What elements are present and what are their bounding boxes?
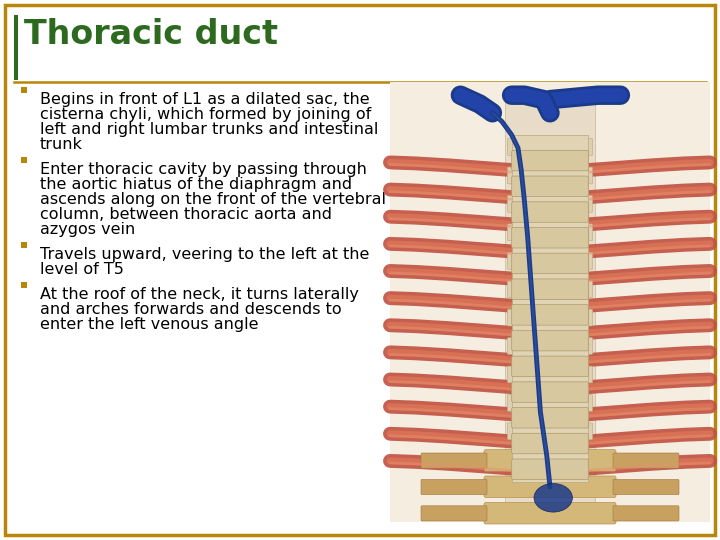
Text: the aortic hiatus of the diaphragm and: the aortic hiatus of the diaphragm and (40, 177, 352, 192)
FancyBboxPatch shape (508, 139, 593, 156)
Bar (21, 87, 27, 93)
Bar (512, 135, 588, 482)
FancyBboxPatch shape (512, 382, 588, 402)
FancyBboxPatch shape (508, 395, 593, 411)
FancyBboxPatch shape (508, 167, 593, 184)
Text: left and right lumbar trunks and intestinal: left and right lumbar trunks and intesti… (40, 122, 379, 137)
FancyBboxPatch shape (508, 338, 593, 354)
Text: ascends along on the front of the vertebral: ascends along on the front of the verteb… (40, 192, 386, 207)
FancyBboxPatch shape (512, 253, 588, 274)
FancyBboxPatch shape (512, 227, 588, 248)
FancyBboxPatch shape (512, 356, 588, 376)
Text: At the roof of the neck, it turns laterally: At the roof of the neck, it turns latera… (40, 287, 359, 302)
FancyBboxPatch shape (508, 281, 593, 298)
Bar (390, 82, 710, 522)
FancyBboxPatch shape (484, 502, 616, 524)
FancyBboxPatch shape (484, 450, 616, 471)
Bar (21, 157, 27, 163)
FancyBboxPatch shape (512, 202, 588, 222)
Text: enter the left venous angle: enter the left venous angle (40, 317, 258, 332)
Text: cisterna chyli, which formed by joining of: cisterna chyli, which formed by joining … (40, 107, 372, 122)
Ellipse shape (534, 483, 572, 512)
FancyBboxPatch shape (508, 309, 593, 326)
FancyBboxPatch shape (421, 480, 487, 495)
Text: azygos vein: azygos vein (40, 222, 135, 237)
FancyBboxPatch shape (613, 506, 679, 521)
FancyBboxPatch shape (613, 480, 679, 495)
Text: Begins in front of L1 as a dilated sac, the: Begins in front of L1 as a dilated sac, … (40, 92, 369, 107)
Text: Thoracic duct: Thoracic duct (24, 18, 278, 51)
FancyBboxPatch shape (512, 408, 588, 428)
FancyBboxPatch shape (512, 176, 588, 197)
FancyBboxPatch shape (508, 480, 593, 497)
FancyBboxPatch shape (508, 423, 593, 440)
FancyBboxPatch shape (421, 506, 487, 521)
FancyBboxPatch shape (512, 279, 588, 300)
Text: Enter thoracic cavity by passing through: Enter thoracic cavity by passing through (40, 162, 367, 177)
FancyBboxPatch shape (512, 305, 588, 325)
Bar (21, 242, 27, 248)
Text: and arches forwards and descends to: and arches forwards and descends to (40, 302, 341, 317)
Text: column, between thoracic aorta and: column, between thoracic aorta and (40, 207, 332, 222)
FancyBboxPatch shape (613, 453, 679, 468)
FancyBboxPatch shape (508, 252, 593, 269)
Text: trunk: trunk (40, 137, 83, 152)
FancyBboxPatch shape (421, 453, 487, 468)
FancyBboxPatch shape (512, 433, 588, 454)
Text: Travels upward, veering to the left at the: Travels upward, veering to the left at t… (40, 247, 369, 262)
Bar (21, 282, 27, 288)
FancyBboxPatch shape (508, 224, 593, 241)
FancyBboxPatch shape (508, 451, 593, 468)
FancyBboxPatch shape (512, 330, 588, 351)
Bar (505, 99, 595, 504)
Text: level of T5: level of T5 (40, 262, 124, 277)
FancyBboxPatch shape (508, 195, 593, 212)
Bar (14, 15, 18, 80)
FancyBboxPatch shape (508, 366, 593, 383)
FancyBboxPatch shape (512, 150, 588, 171)
Bar (390, 82, 710, 522)
FancyBboxPatch shape (512, 459, 588, 480)
FancyBboxPatch shape (484, 476, 616, 497)
